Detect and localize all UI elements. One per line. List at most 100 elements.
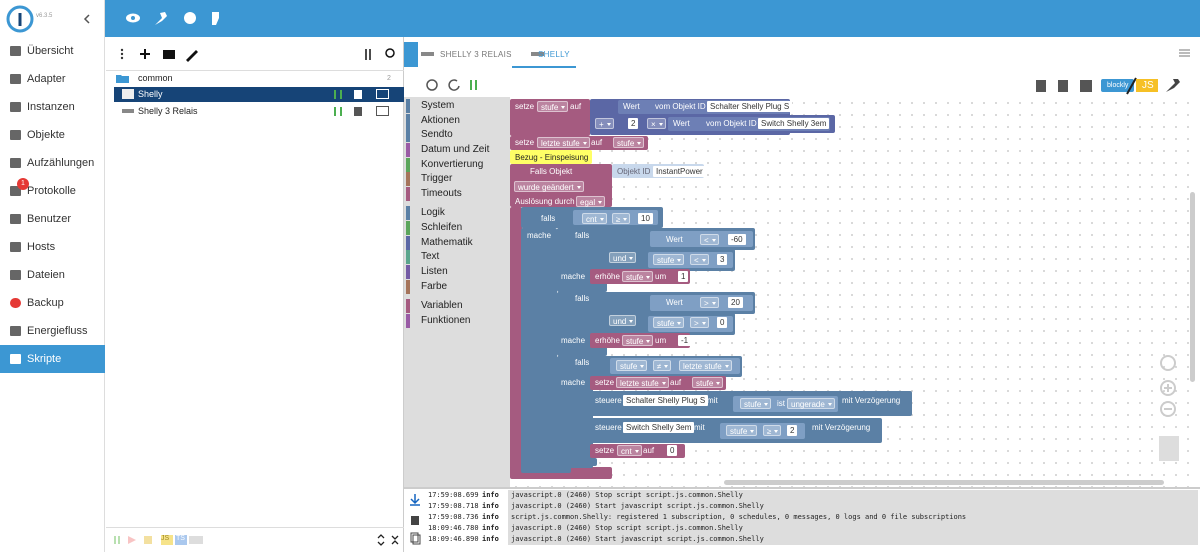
settings-icon[interactable] <box>184 12 196 24</box>
dropdown[interactable]: ≠ <box>653 360 672 371</box>
dropdown[interactable]: stufe <box>616 360 648 371</box>
nav-item[interactable]: Adapter <box>0 65 105 93</box>
toolbox-category[interactable]: Mathematik <box>404 236 504 250</box>
toolbox-category[interactable]: Aktionen <box>404 114 504 128</box>
field[interactable]: 20 <box>728 297 743 308</box>
nav-item[interactable]: Objekte <box>0 121 105 149</box>
dropdown[interactable]: stufe <box>622 271 654 282</box>
pause-icon[interactable] <box>334 107 342 116</box>
export-icon[interactable] <box>376 89 389 99</box>
field[interactable]: 0 <box>667 445 678 456</box>
nav-item[interactable]: Dateien <box>0 261 105 289</box>
dropdown[interactable]: cnt <box>582 213 607 224</box>
toolbox-category[interactable]: Schleifen <box>404 221 504 235</box>
block[interactable] <box>510 150 592 164</box>
dropdown[interactable]: letzte stufe <box>537 137 590 148</box>
nav-item[interactable]: Aufzählungen <box>0 149 105 177</box>
blockly-button[interactable]: blockly <box>1107 82 1129 89</box>
tab[interactable]: SHELLY 3 RELAIS <box>440 50 512 59</box>
dropdown[interactable]: stufe <box>653 317 685 328</box>
js-button[interactable]: JS <box>1142 80 1154 91</box>
dropdown[interactable]: stufe <box>653 254 685 265</box>
search-button[interactable] <box>385 48 395 58</box>
field[interactable]: -1 <box>678 335 692 346</box>
toolbox-category[interactable]: Sendto <box>404 128 504 142</box>
block[interactable] <box>510 207 522 472</box>
block[interactable] <box>650 295 753 311</box>
toolbox-category[interactable]: Datum und Zeit <box>404 143 504 157</box>
field[interactable]: InstantPower <box>653 166 706 177</box>
nav-item[interactable]: Instanzen <box>0 93 105 121</box>
dropdown[interactable]: cnt <box>617 445 642 456</box>
dropdown[interactable]: letzte stufe <box>679 360 732 371</box>
dropdown[interactable]: + <box>595 118 614 129</box>
block[interactable] <box>557 356 593 468</box>
dropdown[interactable]: ≥ <box>763 425 782 436</box>
edit-button[interactable] <box>186 50 198 62</box>
wrench-icon[interactable] <box>155 12 167 25</box>
toolbox-category[interactable]: Timeouts <box>404 187 504 201</box>
dropdown[interactable]: stufe <box>622 335 654 346</box>
js-filter[interactable]: JS <box>161 535 170 542</box>
field[interactable]: 0 <box>717 317 728 328</box>
folder-row[interactable]: common 2 <box>114 71 404 86</box>
field[interactable]: Switch Shelly 3em <box>758 118 830 129</box>
expert-icon[interactable] <box>212 12 219 25</box>
dropdown[interactable]: × <box>647 118 666 129</box>
dropdown[interactable]: ≥ <box>612 213 631 224</box>
toolbox-category[interactable]: Funktionen <box>404 314 504 328</box>
collapse-tab[interactable] <box>404 42 418 67</box>
block[interactable] <box>557 458 597 466</box>
nav-item[interactable]: Backup <box>0 289 105 317</box>
field[interactable]: 2 <box>628 118 639 129</box>
add-button[interactable] <box>140 49 150 59</box>
script-row[interactable]: Shelly <box>114 87 404 102</box>
collapse-button[interactable] <box>82 13 92 25</box>
dropdown[interactable]: stufe <box>726 425 758 436</box>
trash[interactable] <box>1159 436 1179 461</box>
dropdown[interactable]: > <box>690 317 709 328</box>
toolbox-category[interactable]: Listen <box>404 265 504 279</box>
dropdown[interactable]: wurde geändert <box>514 181 584 192</box>
field[interactable]: 2 <box>787 425 798 436</box>
block[interactable] <box>590 269 690 284</box>
pause-icon[interactable] <box>334 90 342 99</box>
toolbox-category[interactable]: Konvertierung <box>404 158 504 172</box>
dropdown[interactable]: stufe <box>613 137 645 148</box>
delete-icon[interactable] <box>354 90 362 99</box>
sort-button[interactable] <box>365 49 371 60</box>
nav-item[interactable]: Übersicht <box>0 37 105 65</box>
block[interactable] <box>590 333 690 348</box>
delete-icon[interactable] <box>354 107 362 116</box>
nav-item[interactable]: Skripte <box>0 345 105 373</box>
toolbox-category[interactable]: Variablen <box>404 299 504 313</box>
field[interactable]: -60 <box>728 234 746 245</box>
toolbox-category[interactable]: Trigger <box>404 172 504 186</box>
scrollbar[interactable] <box>724 480 1164 485</box>
dropdown[interactable]: egal <box>576 196 606 207</box>
dropdown[interactable]: und <box>609 315 637 326</box>
dropdown[interactable]: und <box>609 252 637 263</box>
block[interactable] <box>521 228 557 470</box>
block[interactable] <box>650 231 753 247</box>
toolbox-category[interactable]: Text <box>404 250 504 264</box>
ts-filter[interactable]: TS <box>176 535 185 542</box>
field[interactable]: 3 <box>717 254 728 265</box>
tab-active[interactable]: SHELLY <box>538 50 570 59</box>
block[interactable] <box>521 463 571 473</box>
dropdown[interactable]: stufe <box>537 101 569 112</box>
nav-item[interactable]: Energiefluss <box>0 317 105 345</box>
dropdown[interactable]: letzte stufe <box>616 377 669 388</box>
toolbox-category[interactable]: Farbe <box>404 280 504 294</box>
nav-item[interactable]: Benutzer <box>0 205 105 233</box>
field[interactable]: Switch Shelly 3em <box>623 422 695 433</box>
dropdown[interactable]: stufe <box>740 398 772 409</box>
block[interactable] <box>510 164 612 207</box>
toolbox-category[interactable]: System <box>404 99 504 113</box>
dropdown[interactable]: > <box>700 297 719 308</box>
dropdown[interactable]: ungerade <box>787 398 835 409</box>
block[interactable] <box>510 99 590 136</box>
dropdown[interactable]: < <box>700 234 719 245</box>
export-icon[interactable] <box>376 106 389 116</box>
field[interactable]: Schalter Shelly Plug S <box>707 101 793 112</box>
